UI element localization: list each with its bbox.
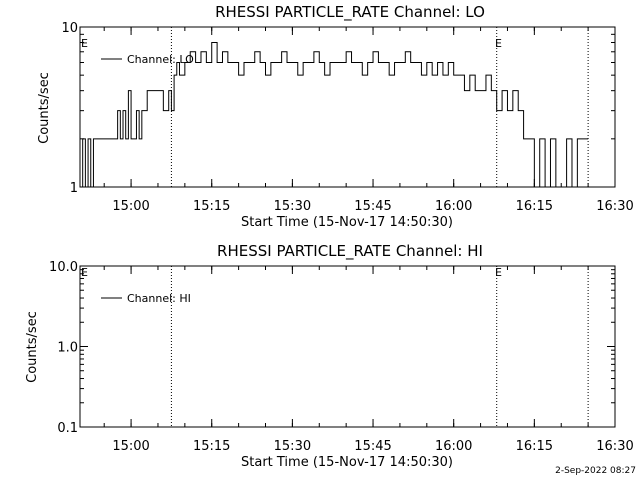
footer-date: 2-Sep-2022 08:27 [555, 466, 636, 476]
panel-hi-y-label: Counts/sec [25, 311, 40, 383]
panel-lo-legend-label: Channel: LO [127, 53, 194, 66]
panel-hi-legend: Channel: HI [101, 292, 191, 305]
panel-lo-legend: Channel: LO [101, 53, 194, 66]
panel-hi-x-tick-label: 15:15 [193, 439, 230, 454]
panel-lo-x-tick-label: 15:30 [274, 199, 311, 214]
panel-hi-y-tick-label: 10.0 [49, 260, 78, 275]
panel-hi-x-label: Start Time (15-Nov-17 14:50:30) [241, 455, 453, 470]
panel-hi-frame [79, 265, 616, 428]
panel-lo-y-tick-label: 1 [70, 181, 78, 196]
panel-hi-x-ticks: 15:00 15:15 15:30 15:45 16:00 16:15 16:30 [103, 266, 634, 454]
panel-hi-x-tick-label: 15:30 [274, 439, 311, 454]
panel-lo-x-label: Start Time (15-Nov-17 14:50:30) [241, 215, 453, 230]
panel-hi-x-tick-label: 16:30 [596, 439, 633, 454]
panel-lo-series [80, 42, 589, 188]
panel-lo-y-tick-label: 10 [61, 21, 78, 36]
panel-hi-x-tick-label: 15:00 [112, 439, 149, 454]
panel-hi-legend-label: Channel: HI [127, 292, 191, 305]
panel-lo-x-tick-label: 15:45 [354, 199, 391, 214]
panel-lo: RHESSI PARTICLE_RATE Channel: LO 1 10 15:… [37, 3, 634, 230]
panel-lo-frame [79, 26, 616, 188]
panel-lo-x-tick-label: 16:15 [516, 199, 553, 214]
panel-lo-x-tick-label: 16:30 [596, 199, 633, 214]
panel-hi-x-tick-label: 16:00 [435, 439, 472, 454]
panel-lo-vlines [170, 27, 589, 187]
panel-hi-x-tick-label: 16:15 [516, 439, 553, 454]
panel-lo-y-ticks: 1 10 [61, 21, 615, 196]
panel-hi-y-tick-label: 1.0 [57, 341, 78, 356]
panel-hi-y-tick-label: 0.1 [57, 421, 78, 436]
panel-lo-x-ticks: 15:00 15:15 15:30 15:45 16:00 16:15 16:30 [103, 27, 634, 214]
panel-lo-x-tick-label: 16:00 [435, 199, 472, 214]
panel-hi-x-tick-label: 15:45 [354, 439, 391, 454]
panel-lo-marker-e2: E [495, 37, 502, 50]
panel-lo-marker-e1: E [81, 37, 88, 50]
panel-lo-x-tick-label: 15:00 [112, 199, 149, 214]
panel-lo-series-line [80, 42, 589, 188]
panel-hi-title: RHESSI PARTICLE_RATE Channel: HI [217, 242, 483, 261]
panel-hi-marker-e2: E [495, 266, 502, 279]
panel-hi-vlines [170, 266, 589, 427]
panel-hi: RHESSI PARTICLE_RATE Channel: HI 0.1 1.0 1… [25, 242, 634, 470]
panel-lo-title: RHESSI PARTICLE_RATE Channel: LO [215, 3, 485, 22]
panel-lo-y-label: Counts/sec [37, 72, 52, 144]
panel-hi-y-ticks: 0.1 1.0 10.0 [49, 260, 615, 436]
panel-hi-marker-e1: E [81, 266, 88, 279]
panel-lo-x-tick-label: 15:15 [193, 199, 230, 214]
